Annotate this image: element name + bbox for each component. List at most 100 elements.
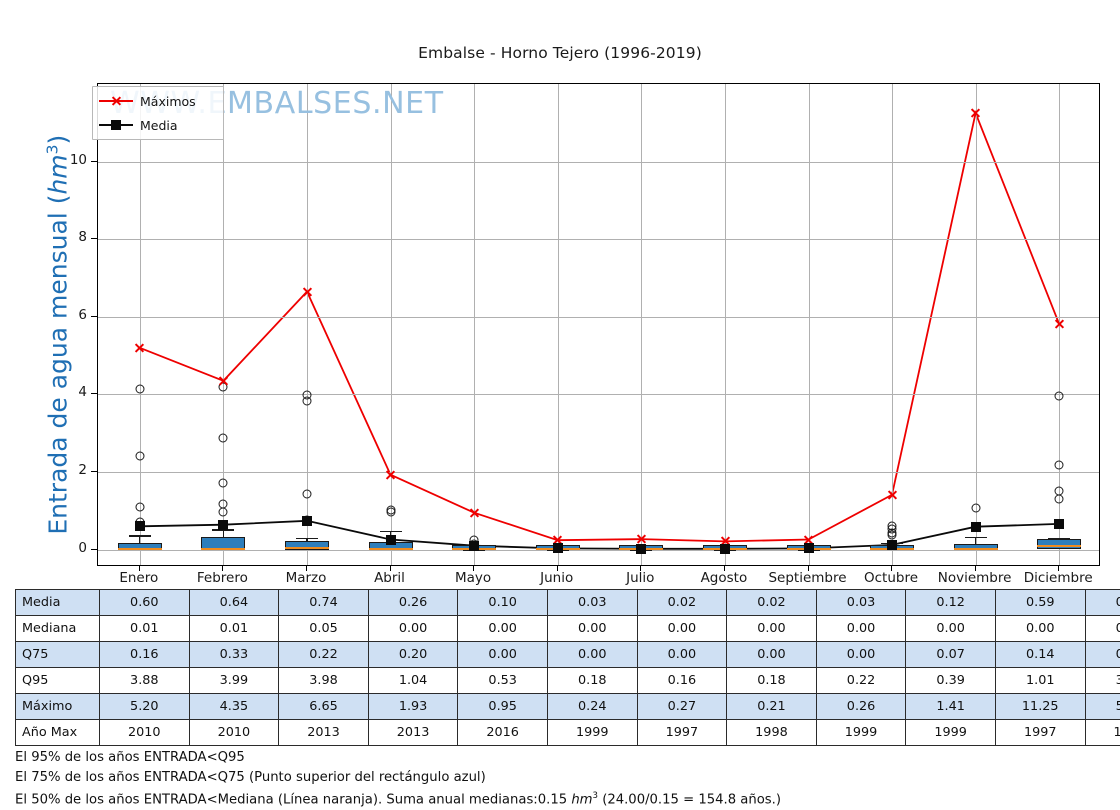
whisker-cap — [212, 529, 235, 531]
gridline-vertical — [474, 84, 476, 565]
x-tick-label: Agosto — [700, 570, 748, 586]
outlier-point — [1054, 460, 1064, 470]
table-cell: 0.20 — [367, 641, 459, 668]
footnote-q95: El 95% de los años ENTRADA<Q95 — [15, 750, 245, 765]
outlier-point — [218, 507, 228, 517]
table-cell: 1997 — [994, 719, 1086, 746]
footnote-mediana: El 50% de los años ENTRADA<Mediana (Líne… — [15, 787, 1105, 810]
table-cell: 5.20 — [99, 693, 190, 720]
table-cell: 0.00 — [457, 641, 548, 668]
table-cell: 11.25 — [994, 693, 1086, 720]
box — [1037, 538, 1082, 549]
table-cell: 0.26 — [367, 589, 459, 616]
x-tick-mark — [891, 566, 892, 571]
median-line — [953, 548, 998, 550]
median-line — [201, 548, 246, 550]
gridline-vertical — [390, 84, 392, 565]
legend-swatch-maximos — [99, 94, 133, 108]
y-tick-label: 0 — [78, 539, 87, 556]
footnotes: El 95% de los años ENTRADA<Q95 El 75% de… — [15, 748, 1105, 810]
table-cell: 0.02 — [636, 589, 728, 616]
legend-item-media: Media — [99, 115, 178, 135]
mean-marker — [1054, 518, 1065, 529]
outlier-point — [386, 507, 395, 516]
table-cell: 0.27 — [636, 693, 728, 720]
x-tick-mark — [556, 566, 558, 571]
outlier-point — [135, 451, 145, 461]
y-tick-mark — [91, 393, 97, 395]
footnote-exponent: 3 — [592, 791, 598, 801]
table-cell: 0.02 — [726, 589, 817, 616]
y-tick-label: 6 — [78, 306, 87, 323]
table-cell: 2010 — [99, 719, 190, 746]
y-tick-label: 4 — [78, 384, 87, 401]
whisker-cap — [296, 537, 318, 540]
mean-marker — [552, 543, 563, 554]
table-cell: 0.18 — [546, 667, 638, 694]
boxplot — [98, 84, 1099, 565]
x-tick-label: Enero — [119, 570, 159, 586]
y-tick-label: 10 — [69, 151, 87, 168]
table-cell: 2016 — [457, 719, 548, 746]
table-row-label: Q75 — [15, 641, 100, 668]
table-cell: 1998 — [726, 719, 817, 746]
table-cell: 0.16 — [636, 667, 728, 694]
whisker — [222, 529, 224, 537]
gridline-horizontal — [98, 316, 1099, 318]
median-line — [117, 548, 162, 550]
outlier-point — [971, 503, 981, 513]
x-tick-label: Marzo — [285, 570, 327, 586]
table-cell: 2013 — [278, 719, 369, 746]
table-cell: 0.00 — [815, 615, 907, 642]
table-cell: 0.10 — [1084, 615, 1120, 642]
x-tick-label: Septiembre — [768, 570, 847, 586]
table-cell: 0.24 — [546, 693, 638, 720]
table-cell: 0.00 — [636, 615, 728, 642]
table-cell: 0.00 — [546, 641, 638, 668]
footnote-unit: hm — [571, 792, 593, 808]
table-cell: 0.18 — [726, 667, 817, 694]
table-cell: 0.22 — [278, 641, 369, 668]
gridline-vertical — [557, 84, 559, 565]
table-cell: 0.00 — [994, 615, 1086, 642]
table-cell: 0.00 — [726, 615, 817, 642]
y-tick-mark — [91, 238, 97, 240]
table-cell: 0.03 — [546, 589, 638, 616]
table-cell: 0.01 — [188, 615, 280, 642]
table-cell: 0.00 — [367, 615, 459, 642]
legend-item-maximos: Máximos — [99, 91, 196, 111]
table-row: Q95 3.88 3.99 3.98 1.04 0.53 0.18 0.16 0.18 0.22 0… — [15, 667, 1120, 694]
table-cell: 3.98 — [278, 667, 369, 694]
table-cell: 0.66 — [1084, 589, 1120, 616]
y-tick-label: 8 — [78, 229, 87, 246]
table-cell: 0.95 — [457, 693, 548, 720]
median-line — [1037, 544, 1082, 547]
mean-marker — [302, 515, 312, 526]
table-cell: 0.16 — [99, 641, 190, 668]
y-tick-label: 2 — [78, 462, 87, 478]
table-cell: 0.00 — [815, 641, 907, 668]
mean-marker — [636, 543, 647, 554]
gridline-horizontal — [98, 239, 1099, 241]
x-tick-label: Octubre — [863, 570, 919, 586]
mean-marker — [719, 543, 730, 554]
table-cell: 0.53 — [457, 667, 548, 694]
outlier-point — [1054, 494, 1064, 504]
gridline-horizontal — [98, 549, 1099, 551]
mean-marker — [887, 539, 897, 550]
table-cell: 6.65 — [278, 693, 369, 720]
mean-marker — [469, 540, 480, 551]
stats-table: Media 0.60 0.64 0.74 0.26 0.10 0.03 0.02 0.02 0.0… — [15, 589, 1120, 746]
table-cell: 0.00 — [457, 615, 548, 642]
table-row-label: Año Max — [15, 719, 100, 746]
y-tick-mark — [91, 315, 97, 317]
table-cell: 0.12 — [905, 589, 996, 616]
mean-marker — [385, 534, 396, 545]
table-cell: 3.99 — [188, 667, 280, 694]
table-cell: 0.39 — [905, 667, 996, 694]
table-cell: 1997 — [1084, 719, 1120, 746]
whisker-cap — [1048, 537, 1071, 540]
x-tick-mark — [807, 566, 809, 571]
mean-marker — [970, 521, 981, 532]
outlier-point — [135, 384, 145, 393]
